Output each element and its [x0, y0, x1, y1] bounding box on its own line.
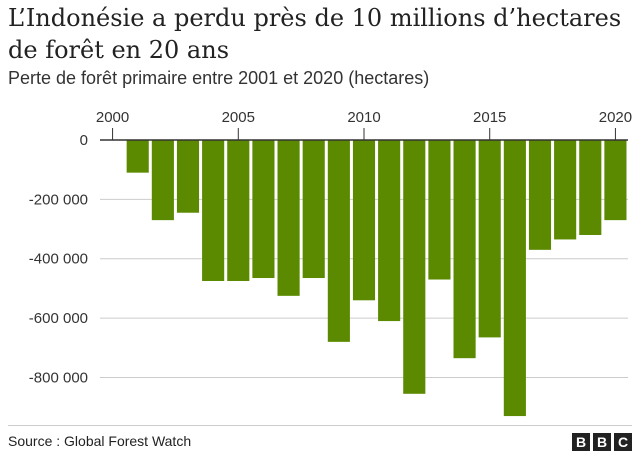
bar-2014	[453, 140, 476, 359]
x-tick-label: 2005	[222, 109, 255, 126]
bar-2020	[604, 140, 627, 221]
bar-2016	[503, 140, 526, 417]
bar-2002	[151, 140, 174, 221]
bars	[126, 140, 627, 417]
bar-2004	[202, 140, 225, 281]
x-tick-label: 2015	[473, 109, 506, 126]
bar-2011	[378, 140, 401, 322]
y-tick-label: -800 000	[29, 369, 88, 386]
y-tick-label: 0	[80, 132, 88, 149]
bar-2009	[327, 140, 350, 342]
bbc-logo: B B C	[572, 433, 632, 451]
bar-2012	[403, 140, 426, 394]
y-tick-label: -400 000	[29, 251, 88, 268]
bar-2019	[579, 140, 602, 235]
y-tick-label: -200 000	[29, 191, 88, 208]
bar-2007	[277, 140, 300, 296]
bar-2006	[252, 140, 275, 279]
bar-2005	[227, 140, 250, 281]
bbc-logo-block-1: B	[572, 433, 590, 451]
bar-2001	[126, 140, 149, 173]
footer-divider	[8, 425, 632, 426]
x-tick-label: 2000	[96, 109, 129, 126]
chart-title: L’Indonésie a perdu près de 10 millions …	[8, 4, 622, 64]
chart-subtitle: Perte de forêt primaire entre 2001 et 20…	[8, 68, 430, 88]
bar-2003	[176, 140, 200, 213]
bar-2010	[352, 140, 376, 301]
x-tick-label: 2020	[599, 109, 632, 126]
axes: 0 -200 000 -400 000 -600 000 -800 000 2000 200…	[29, 109, 632, 386]
bar-2018	[554, 140, 577, 240]
bar-2013	[428, 140, 451, 280]
bbc-logo-block-3: C	[614, 433, 632, 451]
bbc-logo-block-2: B	[593, 433, 611, 451]
source-note: Source : Global Forest Watch	[8, 433, 192, 449]
y-tick-label: -600 000	[29, 310, 88, 327]
bar-2015	[478, 140, 501, 338]
bar-2008	[302, 140, 325, 279]
bar-2017	[528, 140, 552, 250]
x-tick-label: 2010	[347, 109, 380, 126]
